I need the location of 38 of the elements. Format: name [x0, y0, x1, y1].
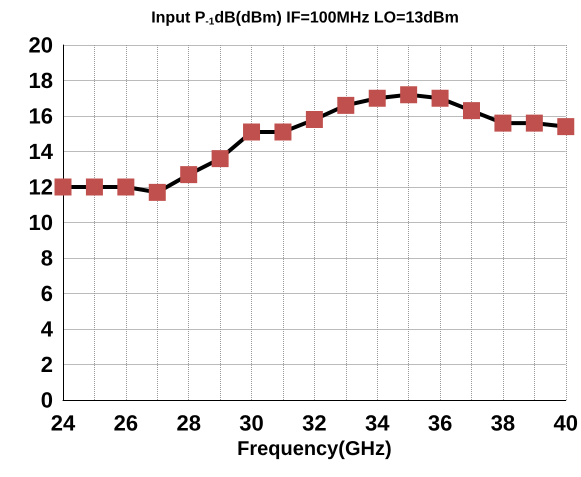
point: [368, 90, 386, 107]
point: [86, 178, 103, 196]
x-tick-label: 34: [364, 410, 390, 436]
y-tick-label: 2: [40, 352, 53, 377]
y-tick-label: 8: [40, 246, 53, 270]
point: [212, 150, 229, 168]
y-tick-label: 12: [28, 174, 53, 200]
point: [306, 111, 323, 128]
point: [337, 96, 354, 114]
x-tick-label: 36: [428, 410, 452, 436]
point: [148, 184, 166, 201]
y-tick-label: 6: [40, 281, 53, 306]
x-tick-label: 26: [114, 410, 138, 436]
x-tick-label: 30: [239, 410, 264, 436]
point: [557, 118, 574, 136]
x-tick-label: 38: [490, 410, 516, 436]
y-tick-label: 0: [40, 388, 53, 412]
y-tick-label: 14: [28, 139, 54, 164]
point: [243, 123, 260, 140]
point: [117, 178, 134, 196]
point: [54, 178, 72, 196]
y-tick-label: 20: [28, 32, 53, 58]
x-tick-label: 28: [176, 410, 201, 436]
point: [494, 114, 512, 132]
x-tick-label: 32: [302, 410, 327, 436]
point: [400, 86, 418, 104]
point: [526, 114, 543, 132]
point: [180, 166, 198, 184]
point: [432, 90, 449, 107]
x-tick-label: 40: [554, 410, 578, 436]
x-tick-label: 24: [50, 410, 76, 436]
y-tick-label: 10: [28, 210, 53, 235]
y-tick-label: 4: [40, 316, 54, 342]
x-axis-title: Frequency(GHz): [237, 438, 392, 460]
y-tick-label: 16: [28, 104, 53, 128]
y-tick-label: 18: [28, 68, 53, 93]
point: [274, 123, 292, 140]
point: [462, 102, 480, 120]
